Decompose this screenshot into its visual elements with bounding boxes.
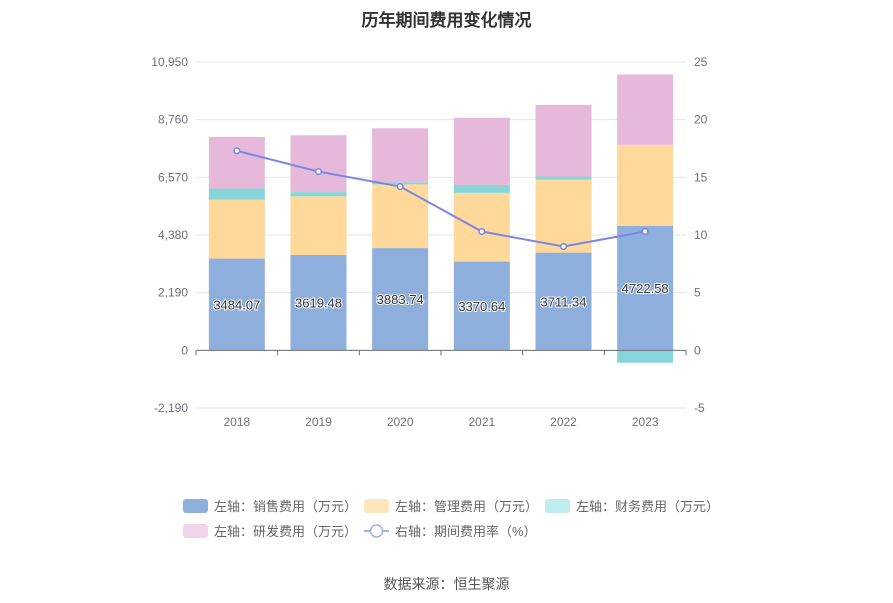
legend-swatch [545,499,570,513]
grid-lines [196,61,686,409]
left-axis-tick-label: 0 [181,343,188,357]
legend-label: 右轴：期间费用率（%） [395,524,537,539]
left-axis-tick-label: 6,570 [158,170,188,184]
bar-segment [372,248,429,351]
bar-labels: 3484.07 3619.48 3883.74 3370.64 3711.34 4722.… [212,280,669,315]
x-axis-tick-label: 2020 [387,415,414,429]
x-axis-tick-label: 2023 [632,415,659,429]
right-axis-tick-label: 20 [694,113,708,127]
x-axis-tick-label: 2022 [550,415,577,429]
x-axis-tick-label: 2019 [305,415,332,429]
legend-label: 左轴：财务费用（万元） [576,499,719,514]
rate-line-point [233,147,241,155]
bar-data-label: 3619.48 [295,296,342,311]
left-axis-tick-label: 2,190 [158,286,188,300]
right-axis-tick-label: -5 [694,401,705,415]
legend: 左轴：销售费用（万元） 左轴：管理费用（万元） 左轴：财务费用（万元） 左轴：研发费用… [183,499,719,539]
bar-segment [535,179,592,253]
legend-label: 左轴：销售费用（万元） [214,499,357,514]
bar-segment [453,192,510,262]
bar-segment [372,184,429,249]
x-axis-tick-label: 2018 [223,415,250,429]
bar-data-label: 4722.58 [622,281,669,296]
bar-segment [208,199,265,259]
legend-label: 左轴：管理费用（万元） [395,499,538,514]
rate-line-point [478,227,486,236]
bar-segment [290,196,347,256]
legend-swatch-marker [369,524,384,538]
right-axis-tick-label: 10 [694,228,708,242]
axes: -2,190 0 2,190 4,380 6,570 8,760 10,950 -5 0 5 10 1… [151,55,707,429]
right-axis-tick-label: 15 [694,170,708,184]
bar-segment [453,261,510,351]
right-axis-tick-label: 25 [694,55,708,69]
data-source: 数据来源：恒生聚源 [383,576,510,592]
x-axis-tick-label: 2021 [468,415,495,429]
rate-line-point [314,168,323,176]
bar-segment [208,136,265,189]
bars [208,74,674,363]
rate-line [233,147,649,251]
bar-segment [617,144,674,226]
left-axis-tick-label: 4,380 [158,228,188,242]
bar-segment [617,225,674,351]
bar-segment [617,350,674,363]
legend-swatch [183,499,208,513]
bar-segment [208,188,265,200]
legend-label: 左轴：研发费用（万元） [214,524,357,539]
right-axis-tick-label: 5 [694,286,701,300]
chart-title: 历年期间费用变化情况 [361,11,532,30]
rate-line-path [236,149,646,248]
rate-line-point [559,242,568,251]
left-axis-tick-label: 10,950 [151,55,188,69]
legend-swatch [183,524,208,538]
bar-segment [372,128,429,183]
bar-segment [617,74,674,145]
legend-swatch [364,499,389,513]
bar-segment [535,176,592,180]
bar-segment [208,258,265,351]
right-axis-tick-label: 0 [694,343,701,357]
bar-segment [535,104,592,177]
rate-line-point [396,183,404,191]
bar-segment [453,117,510,185]
rate-line-point [641,227,649,236]
bar-data-label: 3484.07 [213,297,260,312]
bar-data-label: 3711.34 [540,294,586,309]
bar-segment [290,135,347,193]
bar-segment [535,252,592,351]
bar-segment [290,255,347,351]
left-axis-tick-label: 8,760 [158,113,188,127]
bar-segment [453,184,510,193]
bar-data-label: 3370.64 [458,299,505,314]
bar-segment [290,192,347,197]
left-axis-tick-label: -2,190 [154,401,188,415]
bar-data-label: 3883.74 [377,292,424,307]
